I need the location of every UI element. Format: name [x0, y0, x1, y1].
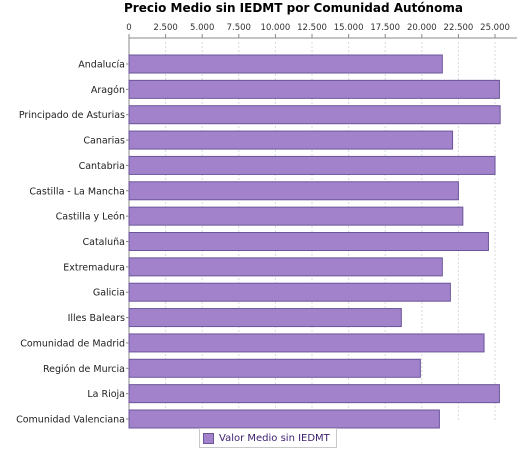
legend-label: Valor Medio sin IEDMT	[219, 432, 330, 444]
category-label: Extremadura	[63, 262, 125, 273]
category-label: Canarias	[83, 136, 125, 147]
bar	[128, 333, 485, 353]
x-tick-label: 12.500	[297, 23, 327, 33]
bar	[128, 257, 443, 277]
x-tick-label: 20.000	[407, 23, 437, 33]
category-label: La Rioja	[87, 389, 125, 400]
legend-swatch	[203, 432, 214, 444]
category-label: Región de Murcia	[43, 364, 125, 375]
bar	[128, 130, 454, 150]
x-tick-label: 7.500	[227, 23, 251, 33]
bar	[128, 384, 500, 404]
x-tick-label: 15.000	[334, 23, 364, 33]
bar	[128, 181, 459, 201]
bar	[128, 105, 501, 125]
category-label: Illes Balears	[68, 313, 125, 324]
legend: Valor Medio sin IEDMT	[199, 428, 337, 448]
bar	[128, 232, 489, 251]
bar	[128, 155, 496, 175]
category-label: Cataluña	[82, 237, 125, 248]
category-label: Galicia	[93, 288, 125, 299]
category-label: Comunidad Valenciana	[16, 415, 125, 426]
category-label: Castilla - La Mancha	[29, 186, 125, 197]
bar	[128, 308, 402, 328]
x-tick-label: 22.500	[444, 23, 474, 33]
bar	[128, 54, 443, 74]
x-tick-label: 25.000	[480, 23, 510, 33]
category-label: Comunidad de Madrid	[20, 338, 125, 349]
bar	[128, 282, 451, 302]
bar	[128, 79, 500, 99]
bar	[128, 206, 464, 226]
x-tick-label: 5.000	[190, 23, 214, 33]
chart-title: Precio Medio sin IEDMT por Comunidad Aut…	[124, 1, 463, 15]
category-label: Principado de Asturias	[19, 110, 125, 121]
category-label: Aragón	[91, 85, 125, 96]
bar	[128, 409, 440, 429]
category-label: Andalucía	[78, 60, 125, 71]
x-tick-label: 0	[126, 23, 131, 33]
x-tick-label: 17.500	[370, 23, 400, 33]
category-label: Castilla y León	[56, 212, 125, 223]
x-tick-label: 2.500	[153, 23, 177, 33]
category-label: Cantabria	[79, 161, 125, 172]
bar	[128, 358, 421, 378]
x-tick-label: 10.000	[261, 23, 291, 33]
